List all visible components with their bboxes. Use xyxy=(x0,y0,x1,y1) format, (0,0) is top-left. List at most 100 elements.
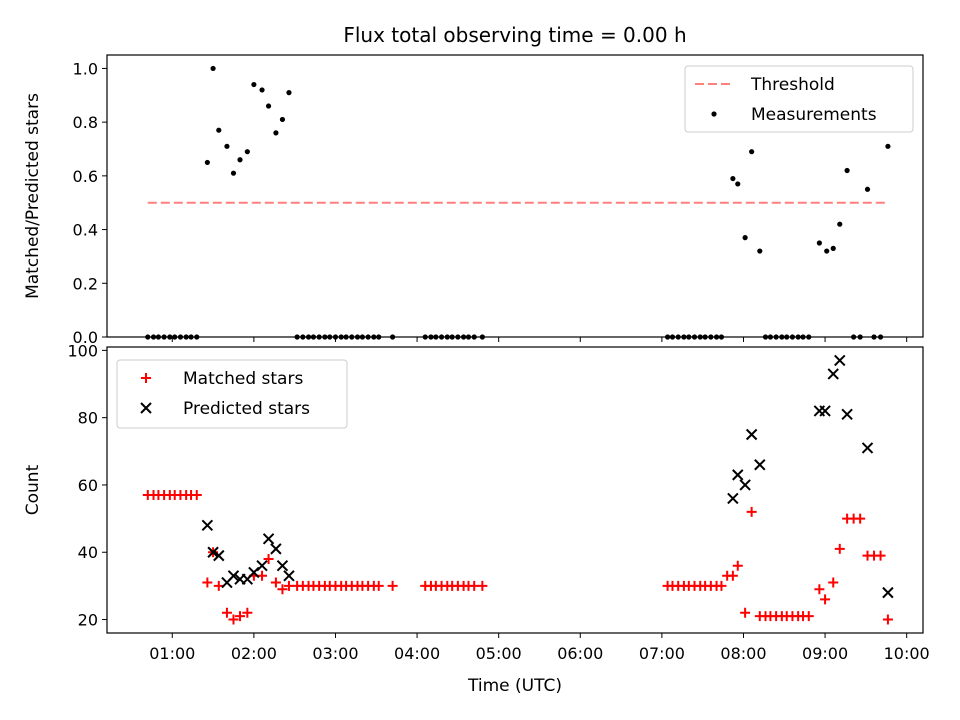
legend-box xyxy=(116,359,348,429)
y-tick-label: 0.6 xyxy=(73,167,98,186)
data-point xyxy=(216,127,222,133)
data-point xyxy=(830,245,836,251)
data-point xyxy=(207,546,219,558)
data-point xyxy=(739,479,751,491)
data-point xyxy=(213,549,225,562)
legend-box xyxy=(684,65,914,133)
x-tick-label: 01:00 xyxy=(149,644,195,663)
legend: Matched stars Predicted stars xyxy=(116,359,348,429)
legend-swatch-plus xyxy=(141,373,151,383)
x-axis-label: Time (UTC) xyxy=(467,676,562,696)
data-point xyxy=(235,611,246,622)
legend-label: Threshold xyxy=(750,75,835,95)
x-tick-label: 10:00 xyxy=(884,644,930,663)
data-point xyxy=(237,157,243,163)
data-point xyxy=(816,240,822,246)
data-point xyxy=(270,577,281,588)
data-point xyxy=(820,594,831,605)
x-tick-label: 07:00 xyxy=(639,644,685,663)
axes-frame xyxy=(106,346,924,634)
data-point xyxy=(819,405,831,417)
figure-title: Flux total observing time = 0.00 h xyxy=(343,23,686,47)
data-point xyxy=(279,116,286,123)
data-point xyxy=(727,570,738,581)
data-point xyxy=(746,506,757,517)
data-point xyxy=(727,492,739,505)
data-point xyxy=(259,87,265,93)
data-point xyxy=(270,543,282,555)
top-axes: 0.0 0.2 0.4 0.6 0.8 1.0 Matched/Predicted star… xyxy=(23,54,924,347)
data-point xyxy=(387,580,398,591)
data-point xyxy=(263,553,274,564)
data-point xyxy=(191,490,202,501)
y-tick-label: 0.4 xyxy=(73,221,98,240)
data-point xyxy=(732,560,743,571)
x-tick-label: 09:00 xyxy=(802,644,848,663)
data-point xyxy=(757,248,763,254)
x-tick-label: 06:00 xyxy=(557,644,603,663)
data-point xyxy=(735,181,741,187)
data-point xyxy=(201,519,214,532)
y-tick-label: 60 xyxy=(78,476,98,495)
y-tick-label: 0.2 xyxy=(73,274,98,293)
data-point xyxy=(273,130,279,136)
data-point xyxy=(716,580,727,591)
data-point xyxy=(732,469,744,481)
data-point xyxy=(754,459,766,471)
data-point xyxy=(265,103,272,109)
y-axis-label: Count xyxy=(23,464,43,515)
data-point xyxy=(844,167,850,174)
data-point xyxy=(841,408,853,421)
data-point xyxy=(861,442,874,454)
y-tick-label: 20 xyxy=(78,611,98,630)
data-point xyxy=(814,584,825,595)
data-point xyxy=(213,580,224,591)
data-point xyxy=(875,550,886,561)
data-point xyxy=(373,580,384,591)
data-point xyxy=(257,570,268,581)
x-tick-label: 02:00 xyxy=(231,644,277,663)
data-point xyxy=(824,248,830,254)
y-tick-label: 0.0 xyxy=(73,328,98,347)
data-point xyxy=(882,586,894,599)
data-point xyxy=(221,607,232,618)
data-point xyxy=(210,65,216,72)
data-point xyxy=(855,513,866,524)
data-point xyxy=(251,81,257,88)
data-point xyxy=(230,170,237,176)
data-point xyxy=(827,368,839,380)
data-point xyxy=(803,611,814,622)
x-tick-label: 08:00 xyxy=(720,644,766,663)
legend-label: Predicted stars xyxy=(183,399,310,419)
x-tick-label: 04:00 xyxy=(394,644,440,663)
data-point xyxy=(864,186,871,192)
legend-swatch-x xyxy=(140,402,152,414)
axes-frame xyxy=(106,54,924,338)
legend-swatch-dot xyxy=(711,111,717,117)
data-point xyxy=(202,577,213,588)
data-point xyxy=(837,221,843,227)
data-point xyxy=(228,614,239,625)
y-tick-label: 100 xyxy=(67,341,98,360)
data-point xyxy=(834,543,845,554)
data-point xyxy=(745,428,758,441)
data-point xyxy=(742,235,748,241)
data-point xyxy=(477,580,488,591)
data-point xyxy=(283,570,295,582)
y-axis-label: Matched/Predicted stars xyxy=(23,93,43,299)
data-point xyxy=(204,159,210,166)
x-tick-label: 05:00 xyxy=(476,644,522,663)
x-tick-label: 03:00 xyxy=(312,644,358,663)
data-point xyxy=(276,559,289,572)
data-point xyxy=(262,533,275,545)
bottom-axes: 20 40 60 80 100 01:00 02:00 03:00 04:00 05:00 06:0… xyxy=(23,341,930,696)
y-tick-label: 1.0 xyxy=(73,59,98,78)
legend: Threshold Measurements xyxy=(684,65,914,133)
data-point xyxy=(834,354,846,367)
y-tick-label: 0.8 xyxy=(73,113,98,132)
legend-label: Measurements xyxy=(751,105,877,125)
data-point xyxy=(256,559,268,572)
data-point xyxy=(248,566,260,579)
data-point xyxy=(828,577,839,588)
